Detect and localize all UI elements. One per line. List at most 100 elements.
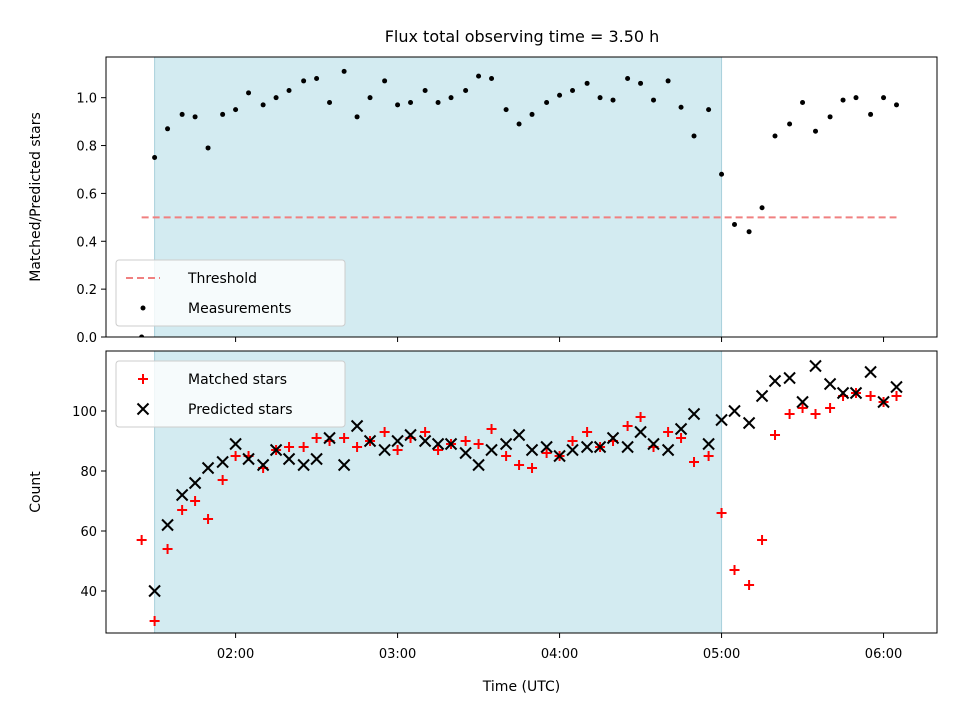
matched-star-point bbox=[136, 535, 147, 545]
predicted-star-point bbox=[580, 440, 594, 454]
legend-matched-handle bbox=[138, 374, 148, 384]
matched-star-point bbox=[352, 442, 363, 452]
measurement-point bbox=[314, 76, 320, 82]
predicted-star-point bbox=[621, 440, 634, 454]
measurement-point bbox=[570, 88, 576, 94]
matched-star-point bbox=[339, 433, 350, 443]
predicted-star-point bbox=[512, 428, 526, 442]
measurement-point bbox=[367, 95, 373, 101]
measurement-point bbox=[894, 102, 900, 108]
measurement-point bbox=[678, 104, 684, 110]
measurement-point bbox=[719, 171, 725, 177]
legend-entry-label: Predicted stars bbox=[188, 402, 293, 418]
measurement-point bbox=[152, 155, 158, 161]
measurement-point bbox=[800, 99, 806, 105]
x-axis-label: Time (UTC) bbox=[482, 679, 560, 695]
x-tick-label: 02:00 bbox=[217, 647, 254, 662]
measurement-point bbox=[422, 88, 428, 94]
predicted-star-point bbox=[148, 584, 161, 598]
matched-star-point bbox=[689, 457, 700, 467]
predicted-star-point bbox=[566, 443, 579, 457]
matched-star-point bbox=[217, 475, 228, 485]
matched-star-point bbox=[379, 427, 390, 437]
measurement-point bbox=[625, 76, 631, 82]
matched-star-point bbox=[162, 544, 173, 554]
predicted-star-point bbox=[472, 458, 485, 472]
measurement-point bbox=[286, 88, 292, 94]
measurement-point bbox=[706, 107, 712, 113]
matched-star-point bbox=[676, 433, 687, 443]
y-tick-label: 1.0 bbox=[76, 92, 97, 107]
y-tick-label: 100 bbox=[72, 405, 97, 420]
predicted-star-point bbox=[404, 428, 417, 442]
matched-star-point bbox=[284, 442, 295, 452]
predicted-star-point bbox=[242, 452, 255, 466]
y-tick-label: 60 bbox=[80, 525, 97, 540]
predicted-star-point bbox=[661, 443, 675, 457]
measurement-point bbox=[463, 88, 469, 94]
measurement-point bbox=[665, 78, 671, 84]
matched-star-point bbox=[810, 409, 821, 419]
predicted-star-point bbox=[323, 431, 336, 445]
measurement-point bbox=[233, 107, 239, 113]
measurement-point bbox=[273, 95, 279, 101]
predicted-star-point bbox=[310, 452, 323, 466]
matched-star-point bbox=[865, 391, 876, 401]
predicted-star-point bbox=[783, 371, 796, 385]
measurement-point bbox=[759, 205, 765, 211]
matched-star-point bbox=[622, 421, 633, 431]
bottom-panel: 40 60 80 100 02:00 03:00 04:00 05:00 06:00 Count T… bbox=[28, 350, 938, 695]
predicted-star-point bbox=[553, 449, 566, 463]
predicted-star-point bbox=[499, 437, 513, 451]
matched-star-point bbox=[567, 436, 578, 446]
measurement-point bbox=[827, 114, 833, 120]
predicted-star-point bbox=[593, 440, 607, 454]
predicted-star-point bbox=[175, 488, 189, 502]
matched-star-point bbox=[460, 436, 471, 446]
measurement-point bbox=[853, 95, 859, 101]
y-tick-label: 80 bbox=[80, 465, 97, 480]
measurement-point bbox=[476, 73, 482, 79]
matched-star-point bbox=[433, 445, 444, 455]
x-tick-label: 03:00 bbox=[379, 647, 416, 662]
measurement-point bbox=[840, 97, 846, 103]
measurement-point bbox=[813, 128, 819, 134]
y-axis-label: Matched/Predicted stars bbox=[28, 112, 44, 282]
measurement-point bbox=[301, 78, 307, 84]
measurement-point bbox=[584, 80, 590, 86]
predicted-star-point bbox=[525, 443, 539, 457]
legend-measurement-handle bbox=[140, 305, 146, 311]
predicted-star-point bbox=[715, 413, 728, 427]
measurement-point bbox=[881, 95, 887, 101]
matched-star-point bbox=[663, 427, 674, 437]
matched-star-point bbox=[501, 451, 512, 461]
matched-star-point bbox=[311, 433, 322, 443]
legend: Threshold Measurements bbox=[115, 259, 346, 327]
measurement-point bbox=[651, 97, 657, 103]
predicted-star-point bbox=[864, 365, 877, 379]
predicted-star-point bbox=[755, 389, 769, 403]
predicted-star-point bbox=[378, 443, 391, 457]
legend-entry-label: Threshold bbox=[187, 271, 257, 287]
measurement-point bbox=[448, 95, 454, 101]
measurement-point bbox=[746, 229, 752, 235]
axes-frame bbox=[105, 350, 938, 634]
y-tick-label: 0.6 bbox=[76, 187, 97, 202]
measurement-point bbox=[260, 102, 266, 108]
measurement-point bbox=[395, 102, 401, 108]
predicted-star-point bbox=[702, 437, 715, 451]
y-tick-label: 0.4 bbox=[76, 235, 97, 250]
matched-star-point bbox=[298, 442, 309, 452]
measurement-point bbox=[597, 95, 603, 101]
predicted-star-point bbox=[256, 458, 270, 472]
series-measurements bbox=[139, 68, 900, 337]
predicted-star-point bbox=[540, 440, 553, 454]
matched-star-point bbox=[149, 616, 160, 626]
measurement-point bbox=[557, 92, 563, 98]
matched-star-point bbox=[582, 427, 593, 437]
matched-star-point bbox=[527, 463, 538, 473]
measurement-point bbox=[408, 99, 414, 105]
matched-star-point bbox=[784, 409, 795, 419]
predicted-star-point bbox=[201, 461, 215, 475]
x-tick-label: 04:00 bbox=[541, 647, 578, 662]
